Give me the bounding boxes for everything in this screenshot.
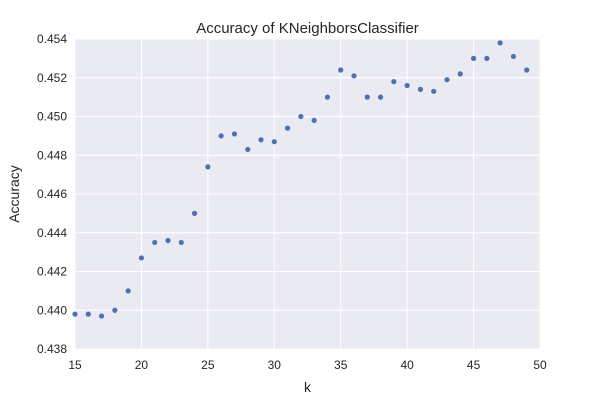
data-point	[404, 82, 410, 89]
data-point	[112, 307, 118, 313]
y-tick-label: 0.450	[37, 110, 67, 124]
data-point	[510, 53, 517, 60]
y-tick-label: 0.452	[37, 71, 67, 85]
y-tick-label: 0.454	[37, 32, 67, 46]
data-point	[457, 71, 463, 77]
data-point	[524, 67, 530, 73]
y-tick-label: 0.444	[37, 226, 67, 240]
data-point	[165, 237, 171, 244]
y-tick-label: 0.442	[37, 265, 67, 279]
x-tick-label: 30	[268, 358, 282, 372]
data-point	[98, 313, 105, 319]
data-point	[125, 288, 131, 294]
y-tick-label: 0.446	[37, 187, 67, 201]
x-tick-label: 20	[135, 358, 149, 372]
y-tick-label: 0.438	[37, 342, 67, 356]
x-tick-label: 50	[533, 358, 547, 372]
x-tick-labels: 15 20 25 30 35 40 45 50	[68, 358, 547, 372]
data-point	[218, 133, 224, 139]
y-tick-labels: 0.438 0.440 0.442 0.444 0.446 0.448 0.450 0.452…	[37, 32, 67, 356]
data-point	[351, 73, 357, 79]
data-point	[191, 210, 198, 216]
data-point	[417, 86, 424, 92]
data-point	[324, 94, 331, 100]
data-point	[311, 117, 317, 123]
data-point	[431, 88, 437, 94]
data-point	[258, 137, 264, 143]
data-point	[470, 55, 477, 61]
data-point	[245, 146, 251, 153]
data-point	[205, 164, 211, 170]
x-tick-label: 40	[400, 358, 414, 372]
data-point	[364, 94, 370, 100]
data-point	[231, 131, 238, 137]
data-point	[271, 139, 277, 145]
data-point	[444, 77, 450, 83]
data-point	[284, 125, 291, 131]
y-axis-label: Accuracy	[6, 165, 22, 223]
data-point	[298, 113, 304, 120]
data-point	[138, 255, 145, 261]
data-point	[85, 311, 91, 317]
data-point	[338, 67, 344, 73]
y-tick-label: 0.440	[37, 303, 67, 317]
data-point	[391, 79, 397, 85]
x-tick-label: 35	[334, 358, 348, 372]
data-point	[377, 94, 384, 100]
data-points	[72, 40, 530, 319]
x-tick-label: 25	[201, 358, 215, 372]
data-point	[178, 239, 184, 246]
data-point	[72, 311, 78, 317]
x-tick-label: 15	[68, 358, 82, 372]
data-point	[484, 55, 490, 61]
data-point	[497, 40, 503, 46]
x-tick-label: 45	[467, 358, 481, 372]
grid-lines	[74, 38, 541, 350]
x-axis-label: k	[304, 379, 312, 395]
data-point	[152, 239, 158, 246]
chart-title: Accuracy of KNeighborsClassifier	[196, 20, 419, 37]
y-tick-label: 0.448	[37, 148, 67, 162]
